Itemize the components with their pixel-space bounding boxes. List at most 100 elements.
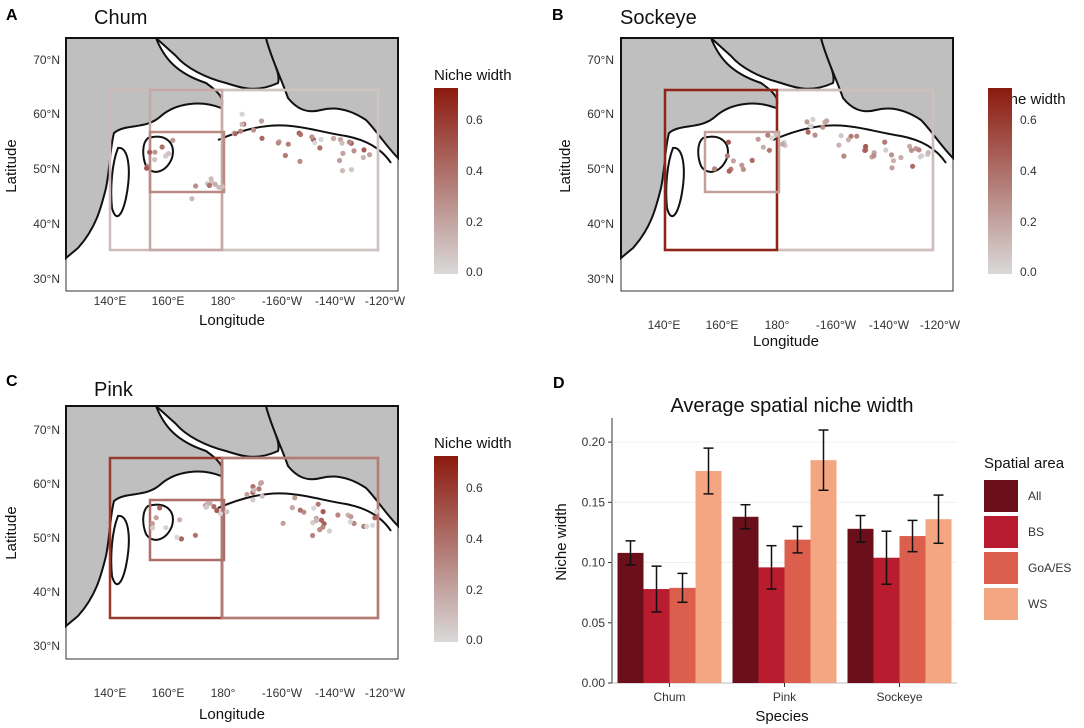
sample-point (311, 505, 317, 511)
chum-x-axis-label: Longitude (199, 312, 265, 329)
sample-point (239, 121, 245, 127)
sample-point (766, 147, 772, 153)
colorbar-tick: 0.0 (1020, 265, 1037, 279)
spatial-area-boxes (108, 88, 380, 252)
sample-point (854, 133, 860, 139)
colorbar-tick: 0.0 (466, 265, 483, 279)
sample-point (206, 182, 213, 189)
sample-point (216, 184, 222, 190)
sample-point (339, 140, 345, 146)
x-tick: 160°E (152, 686, 185, 700)
y-tick-label: 0.20 (582, 435, 606, 449)
sample-point (749, 157, 755, 163)
sample-point (204, 504, 210, 510)
bar-chart-y-axis-label: Niche width (553, 503, 570, 581)
sample-point (925, 150, 931, 156)
bar-ws-pink (810, 460, 837, 683)
sample-point (888, 152, 895, 158)
legend-entries: All BS GoA/ES WS (984, 480, 1071, 620)
x-tick: -140°W (869, 318, 910, 332)
sample-point (336, 157, 343, 164)
legend-swatch (984, 552, 1018, 584)
sample-point (882, 139, 888, 145)
x-tick: -160°W (816, 318, 857, 332)
sample-point (862, 147, 869, 153)
sample-point (838, 133, 844, 139)
colorbar-title: Niche width (434, 435, 512, 452)
spatial-area-boxes (663, 88, 935, 252)
legend-label: WS (1028, 597, 1047, 611)
bar-goa-es-sockeye (899, 536, 926, 683)
sockeye-colorbar: Niche width 0.6 0.4 0.2 0.0 (988, 88, 1066, 279)
sample-point (351, 148, 357, 154)
sample-point (805, 129, 811, 135)
x-tick: 140°E (94, 686, 127, 700)
sample-point (163, 525, 169, 531)
pink-x-axis-label: Longitude (199, 706, 265, 723)
colorbar-tick: 0.0 (466, 633, 483, 647)
sample-point (258, 480, 264, 486)
x-tick: 160°E (152, 294, 185, 308)
y-tick: 30°N (33, 639, 60, 653)
sample-point (170, 137, 176, 143)
x-tick: -160°W (262, 294, 303, 308)
x-tick: -140°W (315, 294, 356, 308)
chum-map-title: Chum (94, 7, 147, 29)
sample-points (712, 116, 931, 174)
bar-goa-es-pink (784, 539, 811, 683)
sample-point (360, 154, 366, 161)
sample-point (244, 491, 250, 498)
y-tick: 40°N (33, 585, 60, 599)
sockeye-x-axis-label: Longitude (753, 333, 819, 350)
sample-point (812, 132, 818, 138)
colorbar-tick: 0.4 (466, 532, 483, 546)
y-tick-label: 0.00 (582, 676, 606, 690)
sample-point (326, 528, 333, 534)
sample-point (232, 131, 238, 137)
bar-goa-es-chum (669, 587, 696, 683)
y-tick: 50°N (587, 162, 614, 176)
region-box-goa-es (220, 456, 380, 620)
sample-point (193, 183, 199, 189)
y-tick: 60°N (33, 477, 60, 491)
sockeye-map-title: Sockeye (620, 7, 697, 29)
sample-point (150, 525, 156, 531)
sample-point (361, 147, 367, 153)
colorbar-tick: 0.6 (466, 481, 483, 495)
sample-point (780, 141, 786, 147)
land-polygons (65, 37, 399, 261)
region-box-goa-es (663, 88, 779, 252)
chum-y-axis-label: Latitude (3, 139, 20, 192)
sample-point (320, 524, 326, 530)
sample-point (212, 181, 218, 187)
bar-ws-sockeye (925, 519, 952, 683)
y-tick: 40°N (587, 217, 614, 231)
legend-title: Spatial area (984, 455, 1065, 472)
sample-point (907, 143, 913, 149)
sample-point (916, 147, 922, 153)
x-tick: 180° (211, 686, 236, 700)
sample-point (177, 517, 183, 523)
bar-chart-x-axis-label: Species (755, 708, 808, 725)
y-tick: 60°N (33, 107, 60, 121)
sample-point (315, 501, 321, 507)
aleutian-arc (217, 124, 392, 164)
chum-x-ticks: 140°E 160°E 180° -160°W -140°W -120°W (94, 294, 406, 308)
colorbar-gradient (988, 88, 1012, 274)
colorbar-tick: 0.4 (466, 164, 483, 178)
sample-point (178, 536, 184, 542)
panel-label-b: B (552, 7, 564, 24)
sample-point (214, 507, 220, 514)
land-polygons (65, 405, 399, 629)
x-tick: 140°E (648, 318, 681, 332)
sample-point (807, 123, 813, 129)
pink-y-axis-label: Latitude (3, 506, 20, 559)
sample-point (883, 147, 889, 153)
sample-point (318, 136, 324, 143)
x-tick: -120°W (365, 686, 406, 700)
sample-point (889, 165, 895, 171)
colorbar-tick: 0.2 (466, 215, 483, 229)
sample-point (285, 141, 291, 147)
sample-point (330, 136, 336, 142)
